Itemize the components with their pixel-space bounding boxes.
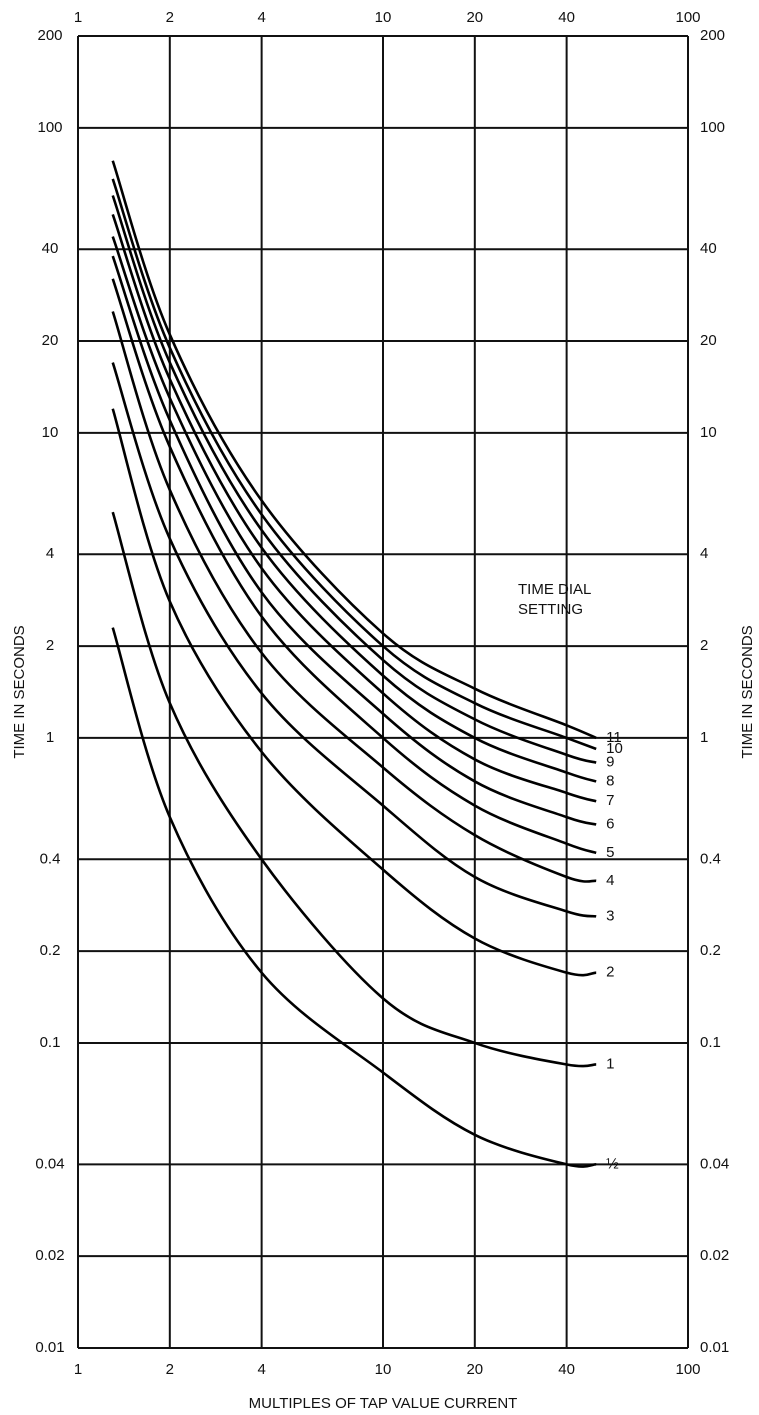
curve — [111, 178, 597, 751]
legend-label: 11 — [606, 729, 622, 746]
legend-title: TIME DIAL — [518, 581, 591, 598]
y2-tick-label: 0.02 — [700, 1247, 729, 1264]
x-axis-label: MULTIPLES OF TAP VALUE CURRENT — [249, 1395, 518, 1412]
x-tick-label: 2 — [166, 1361, 174, 1378]
y-tick-label: 0.2 — [40, 942, 61, 959]
curve — [111, 408, 597, 977]
y-tick-label: 0.02 — [35, 1247, 64, 1264]
y-tick-label: 0.1 — [40, 1034, 61, 1051]
curve — [111, 236, 597, 803]
y2-tick-label: 0.2 — [700, 942, 721, 959]
x-top-tick-label: 2 — [166, 9, 174, 26]
y-tick-label: 20 — [42, 332, 59, 349]
y2-tick-label: 100 — [700, 119, 725, 136]
y-tick-label: 0.4 — [40, 850, 61, 867]
x-tick-label: 20 — [466, 1361, 483, 1378]
y2-tick-label: 1 — [700, 729, 708, 746]
y-tick-label: 4 — [46, 545, 54, 562]
x-top-tick-label: 10 — [375, 9, 392, 26]
curve — [111, 255, 597, 826]
y2-tick-label: 0.1 — [700, 1034, 721, 1051]
y2-axis-label: TIME IN SECONDS — [739, 625, 756, 758]
legend-label: 1 — [606, 1055, 614, 1072]
x-top-tick-label: 4 — [257, 9, 265, 26]
y2-tick-label: 20 — [700, 332, 717, 349]
y-tick-label: 200 — [37, 27, 62, 44]
x-tick-label: 10 — [375, 1361, 392, 1378]
y2-tick-label: 40 — [700, 240, 717, 257]
y-tick-label: 0.01 — [35, 1339, 64, 1356]
curve — [111, 214, 597, 783]
legend-label: 4 — [606, 872, 614, 889]
legend-label: 3 — [606, 907, 614, 924]
curve — [111, 278, 597, 855]
y-tick-label: 1 — [46, 729, 54, 746]
legend-label: 8 — [606, 772, 614, 789]
curve — [111, 311, 597, 883]
legend-label: 10 — [606, 740, 623, 757]
y2-tick-label: 10 — [700, 424, 717, 441]
legend-label: ½ — [606, 1155, 619, 1172]
y-axis-label: TIME IN SECONDS — [11, 625, 28, 758]
x-top-tick-label: 100 — [675, 9, 700, 26]
curve — [111, 160, 597, 740]
legend-title: SETTING — [518, 601, 583, 618]
y2-tick-label: 200 — [700, 27, 725, 44]
y2-tick-label: 2 — [700, 637, 708, 654]
legend-label: 6 — [606, 816, 614, 833]
y-tick-label: 10 — [42, 424, 59, 441]
legend-label: 9 — [606, 754, 614, 771]
x-top-tick-label: 20 — [466, 9, 483, 26]
y2-tick-label: 0.04 — [700, 1155, 729, 1172]
curve — [111, 627, 597, 1168]
x-tick-label: 100 — [675, 1361, 700, 1378]
y-tick-label: 100 — [37, 119, 62, 136]
y2-tick-label: 0.4 — [700, 850, 721, 867]
x-tick-label: 1 — [74, 1361, 82, 1378]
legend-label: 5 — [606, 844, 614, 861]
legend-label: 2 — [606, 964, 614, 981]
x-tick-label: 40 — [558, 1361, 575, 1378]
y2-tick-label: 0.01 — [700, 1339, 729, 1356]
x-top-tick-label: 1 — [74, 9, 82, 26]
legend-label: 7 — [606, 792, 614, 809]
curve — [111, 195, 597, 764]
y-tick-label: 2 — [46, 637, 54, 654]
y-tick-label: 0.04 — [35, 1155, 64, 1172]
curve — [111, 511, 597, 1068]
curve — [111, 362, 597, 918]
x-top-tick-label: 40 — [558, 9, 575, 26]
x-tick-label: 4 — [257, 1361, 265, 1378]
y2-tick-label: 4 — [700, 545, 708, 562]
y-tick-label: 40 — [42, 240, 59, 257]
